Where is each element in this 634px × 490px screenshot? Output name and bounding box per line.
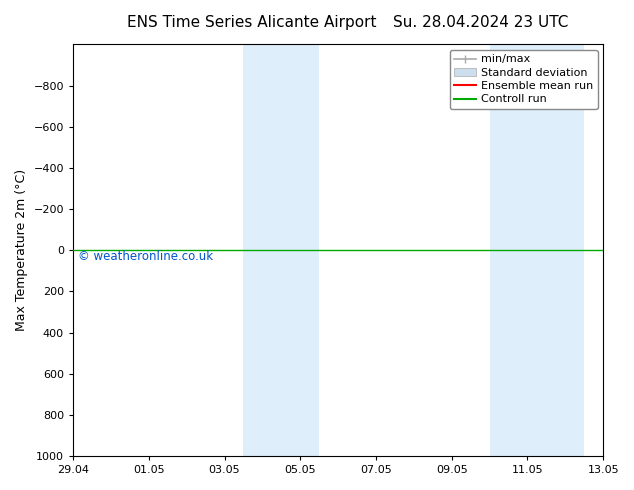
Text: © weatheronline.co.uk: © weatheronline.co.uk [79,250,214,263]
Bar [243,45,319,456]
Text: ENS Time Series Alicante Airport: ENS Time Series Alicante Airport [127,15,377,30]
Text: Su. 28.04.2024 23 UTC: Su. 28.04.2024 23 UTC [393,15,569,30]
Legend: min/max, Standard deviation, Ensemble mean run, Controll run: min/max, Standard deviation, Ensemble me… [450,50,598,109]
Y-axis label: Max Temperature 2m (°C): Max Temperature 2m (°C) [15,169,28,331]
Bar [489,45,585,456]
